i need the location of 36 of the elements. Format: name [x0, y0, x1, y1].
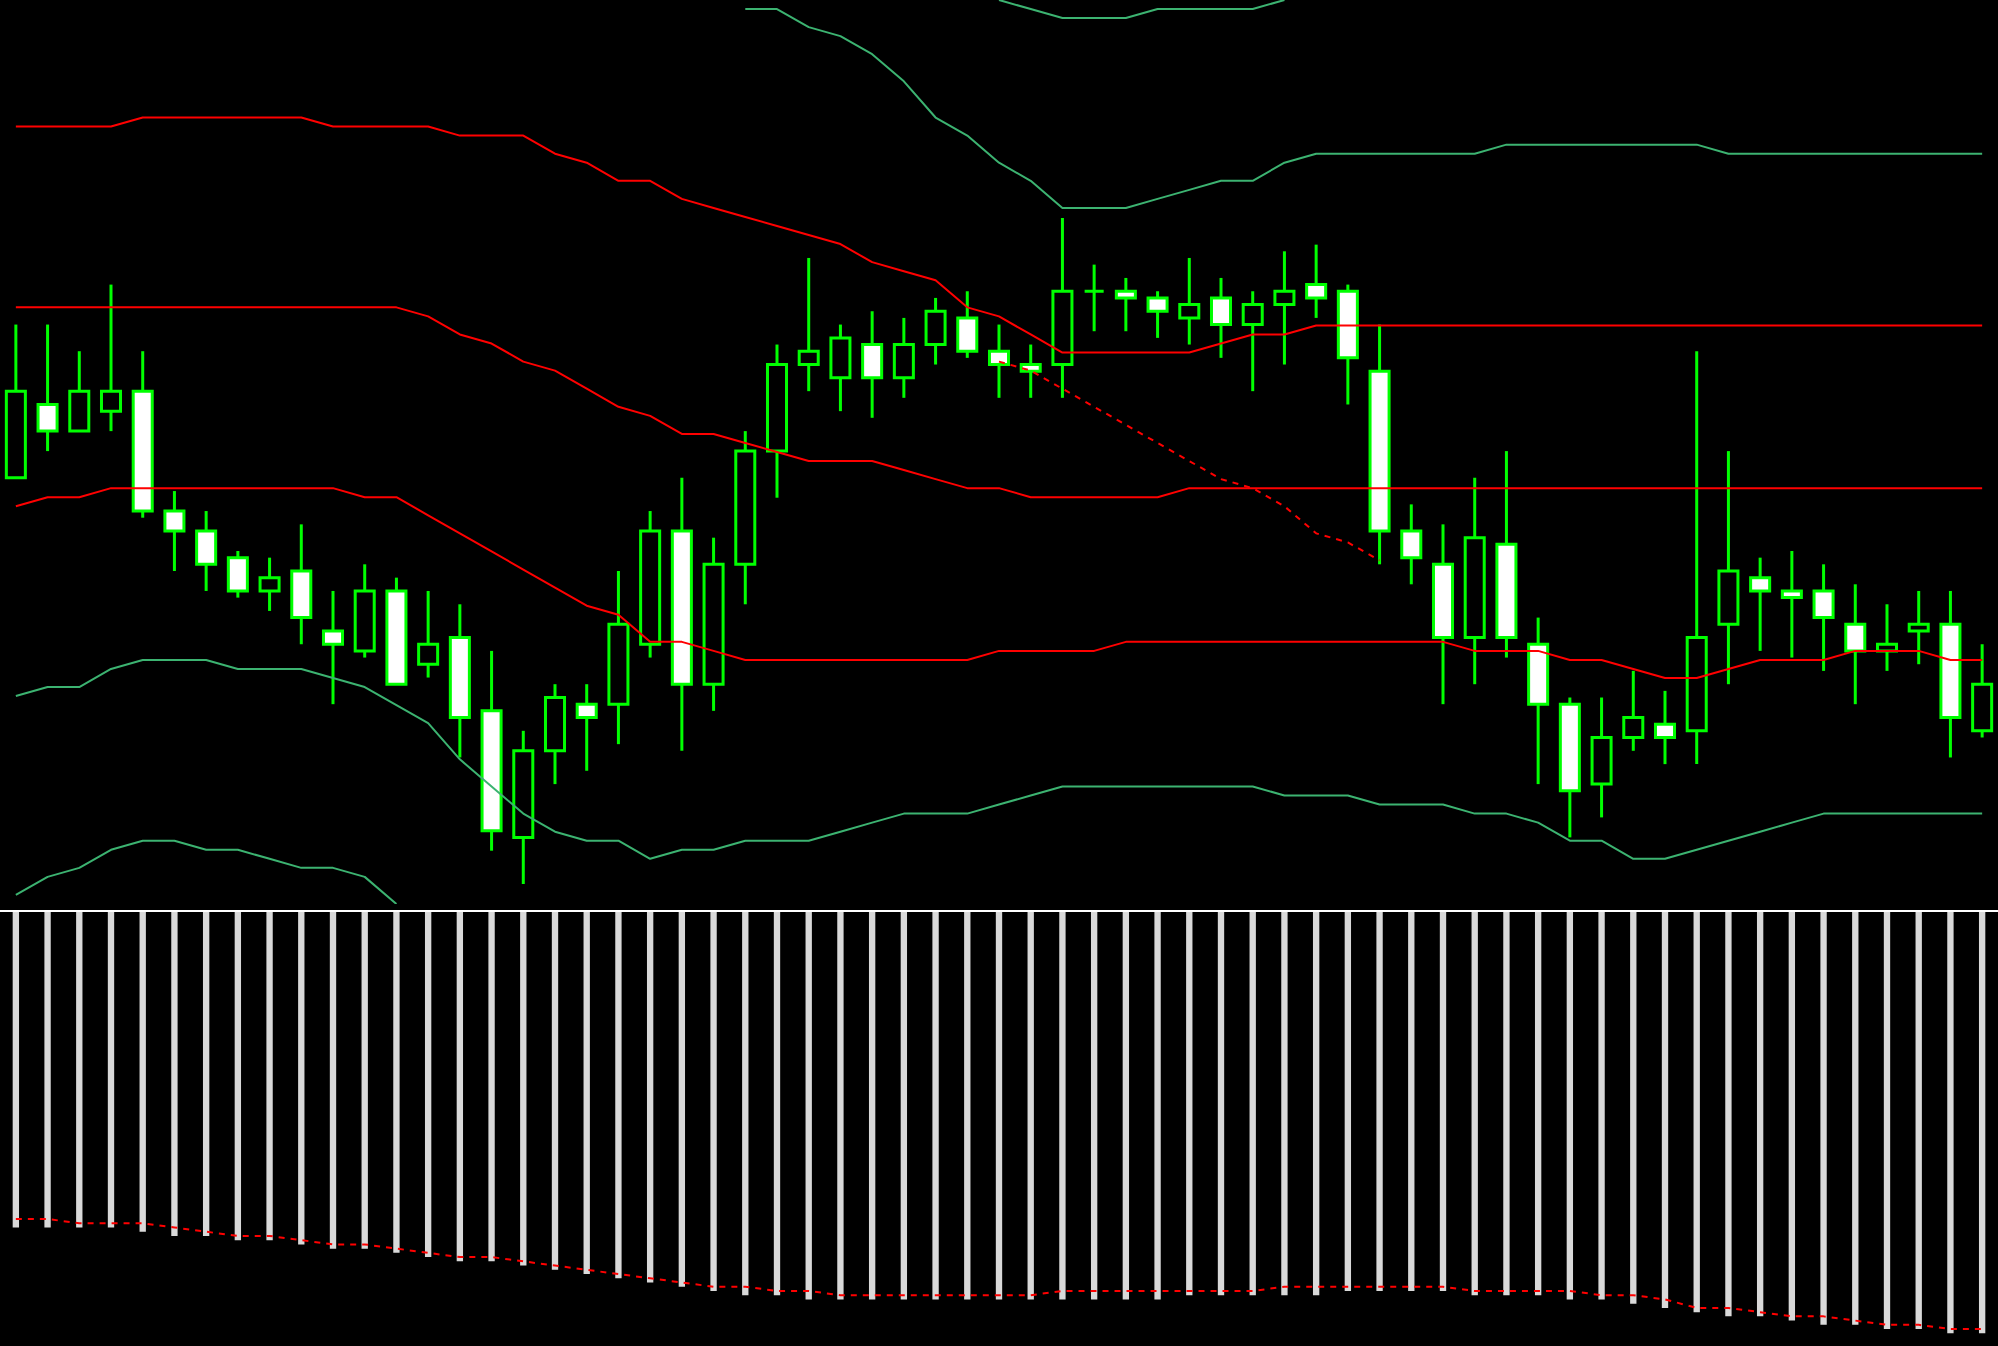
candlestick: [321, 589, 345, 706]
candlestick: [1653, 689, 1677, 766]
candlestick: [1590, 696, 1613, 819]
candlestick: [163, 489, 186, 573]
candlestick: [195, 509, 218, 593]
candlestick: [1622, 669, 1645, 753]
candlestick: [892, 316, 915, 400]
candlestick: [1114, 276, 1137, 333]
candlestick: [797, 256, 820, 393]
candlestick: [1241, 289, 1264, 393]
candlestick: [1844, 582, 1867, 706]
candlestick: [1780, 549, 1803, 660]
candlestick: [68, 349, 91, 433]
candlestick: [987, 323, 1011, 400]
candlestick: [1400, 502, 1423, 586]
candlestick: [417, 589, 440, 680]
candlestick: [99, 283, 123, 433]
candlestick: [1907, 589, 1930, 666]
candlestick: [1178, 256, 1201, 347]
candlestick: [1812, 562, 1835, 673]
candlestick: [1146, 289, 1169, 340]
candlestick: [1749, 556, 1772, 653]
candlestick: [258, 556, 281, 613]
candlestick: [1019, 343, 1042, 400]
candlestick: [829, 323, 852, 413]
candlestick: [924, 296, 947, 367]
candlestick: [290, 522, 313, 646]
candlestick: [36, 323, 59, 453]
candlestick: [1305, 243, 1328, 320]
candlestick: [1209, 276, 1233, 360]
candlestick: [956, 289, 979, 360]
candlestick: [1083, 263, 1106, 333]
candlestick: [575, 682, 598, 773]
candlestick: [226, 549, 249, 600]
candlestick: [1273, 249, 1296, 367]
candlestick: [861, 309, 884, 420]
